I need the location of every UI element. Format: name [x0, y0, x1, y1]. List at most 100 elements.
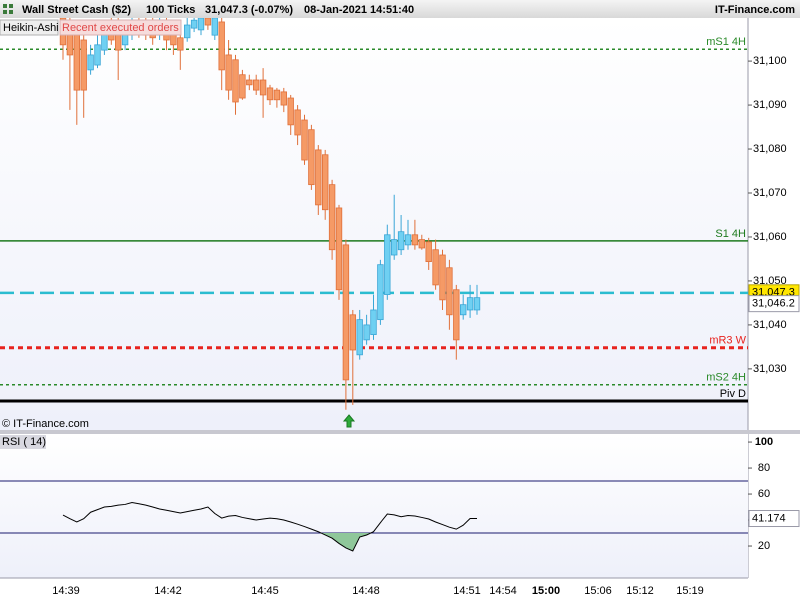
- main-plot: [0, 18, 748, 430]
- y-tick-label: 31,060: [753, 231, 787, 243]
- x-tick-label: 15:12: [626, 585, 654, 597]
- candle-body: [356, 319, 363, 356]
- candle-body: [280, 91, 287, 106]
- level-label: mR3 W: [709, 335, 746, 347]
- candle-body: [328, 184, 336, 251]
- y-tick-label: 31,030: [753, 363, 787, 375]
- candle-body: [390, 239, 398, 256]
- candle-body: [446, 267, 453, 316]
- candle-body: [232, 59, 239, 103]
- candle-body: [315, 149, 322, 206]
- candle-body: [259, 79, 267, 96]
- level-label: S1 4H: [715, 228, 746, 240]
- candle-body: [384, 234, 391, 295]
- level-label: mS1 4H: [706, 36, 746, 48]
- brand: IT-Finance.com: [715, 4, 795, 16]
- candle-body: [211, 18, 218, 36]
- x-tick-label: 14:45: [251, 585, 279, 597]
- timestamp: 08-Jan-2021 14:51:40: [304, 4, 414, 16]
- y-tick-label: 100: [755, 436, 773, 448]
- rsi-title: RSI ( 14): [2, 436, 46, 448]
- candle-body: [473, 297, 481, 311]
- panel-separator: [0, 430, 800, 434]
- x-tick-label: 14:39: [52, 585, 80, 597]
- candle-body: [177, 37, 184, 51]
- candle-body: [87, 54, 94, 71]
- bid-price-label: 31,046.2: [752, 298, 795, 310]
- y-tick-label: 31,090: [753, 99, 787, 111]
- y-tick-label: 20: [758, 540, 770, 552]
- orders-label[interactable]: Recent executed orders: [62, 22, 179, 34]
- candle-body: [225, 54, 232, 91]
- candle-body: [301, 119, 308, 161]
- price-axis: [748, 18, 800, 430]
- rsi-layer: [0, 480, 748, 552]
- x-tick-label: 15:19: [676, 585, 704, 597]
- candle-body: [466, 297, 474, 311]
- orders-box[interactable]: [59, 19, 182, 36]
- y-tick-label: 31,070: [753, 187, 787, 199]
- x-tick-label: 14:54: [489, 585, 517, 597]
- candle-body: [425, 241, 432, 262]
- order-arrow: [342, 414, 356, 428]
- candle-body: [418, 239, 425, 249]
- watermark: © IT-Finance.com: [2, 418, 89, 430]
- candle-body: [342, 244, 350, 381]
- header-bar: [0, 0, 800, 18]
- x-tick-label: 14:48: [352, 585, 380, 597]
- candle-body: [363, 324, 370, 341]
- level-label: mS2 4H: [706, 372, 746, 384]
- candle-body: [218, 21, 225, 71]
- candle-type[interactable]: Heikin-Ashi: [3, 22, 59, 34]
- candle-body: [73, 34, 80, 91]
- candle-body: [266, 87, 274, 101]
- y-tick-label: 60: [758, 488, 770, 500]
- y-tick-label: 31,080: [753, 143, 787, 155]
- candle-body: [287, 97, 294, 126]
- candle-body: [432, 249, 439, 286]
- bid-price-box: [748, 295, 800, 313]
- candle-body: [459, 304, 467, 316]
- interval: 100 Ticks: [146, 4, 195, 16]
- y-tick-label: 80: [758, 462, 770, 474]
- candle-body: [252, 79, 260, 91]
- rsi-value-box: [748, 510, 800, 528]
- candle-body: [439, 254, 446, 301]
- candle-body: [370, 309, 377, 335]
- quote: 31,047.3 (-0.07%): [205, 4, 293, 16]
- time-axis: [0, 578, 800, 600]
- candle-body: [335, 207, 343, 291]
- candle-body: [453, 289, 460, 341]
- candle-body: [197, 18, 205, 31]
- x-tick-label: 15:00: [532, 585, 560, 597]
- y-tick-label: 31,050: [753, 275, 787, 287]
- y-tick-label: 31,040: [753, 319, 787, 331]
- overlay: 31,030 31,040 31,050 31,060 31,070 31,080 31,0…: [52, 36, 800, 597]
- candle-body: [94, 44, 101, 66]
- x-tick-label: 15:06: [584, 585, 612, 597]
- candle-body: [183, 24, 191, 39]
- candle-body: [404, 234, 412, 246]
- candle-body: [80, 39, 87, 91]
- candle-body: [397, 231, 405, 251]
- instrument-title: Wall Street Cash ($2): [22, 4, 131, 16]
- candle-body: [204, 18, 212, 26]
- candle-body: [321, 154, 329, 211]
- rsi-line: [62, 501, 478, 552]
- x-tick-label: 14:42: [154, 585, 182, 597]
- menu-icon[interactable]: [3, 4, 13, 14]
- main-layer: [0, 18, 748, 410]
- candle-type-box[interactable]: [0, 19, 59, 36]
- oversold-area: [321, 533, 371, 551]
- candle-body: [190, 19, 198, 29]
- y-tick-label: 31,100: [753, 55, 787, 67]
- candle-body: [411, 234, 419, 246]
- candle-body: [239, 74, 246, 99]
- x-tick-label: 14:51: [453, 585, 481, 597]
- candle-body: [308, 129, 315, 186]
- candle-body: [294, 109, 301, 136]
- level-label: Piv D: [720, 388, 746, 400]
- rsi-plot: [0, 434, 748, 578]
